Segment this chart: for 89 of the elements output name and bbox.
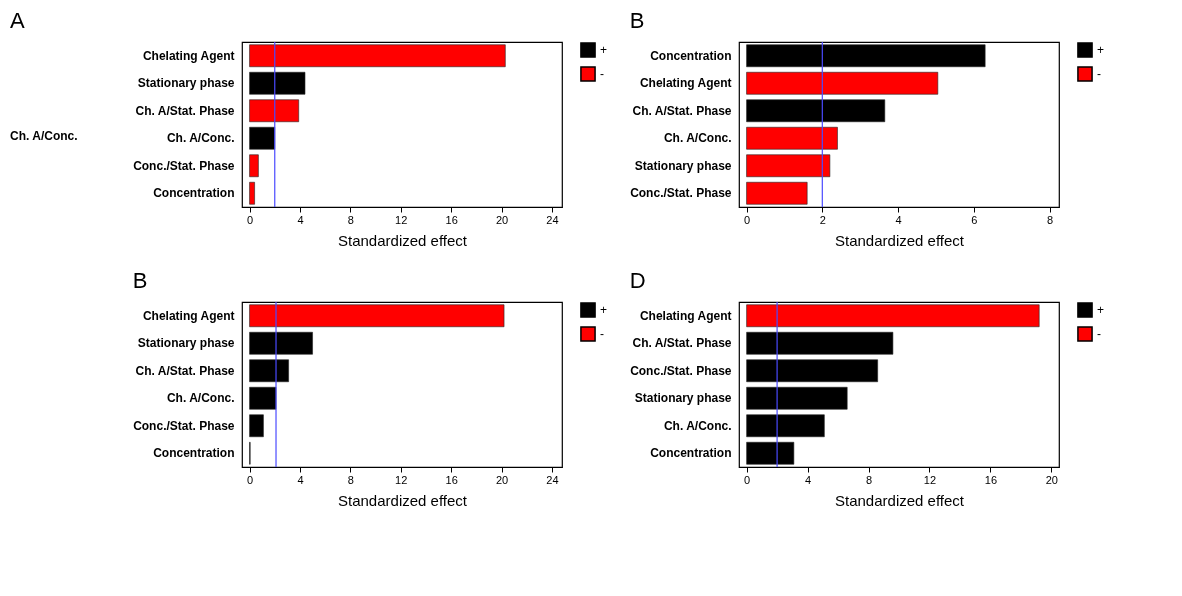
bar [746, 71, 939, 95]
x-tick-label: 6 [971, 213, 978, 226]
legend-label: - [1097, 67, 1101, 81]
y-tick-label: Concentration [650, 48, 732, 63]
bar [746, 126, 838, 150]
x-tick-label: 0 [744, 473, 751, 486]
y-tick-label: Conc./Stat. Phase [630, 363, 732, 378]
y-tick-label: Concentration [153, 446, 235, 461]
x-tick-label: 12 [395, 213, 408, 226]
y-tick-label: Stationary phase [634, 391, 732, 406]
bar [249, 304, 505, 328]
x-tick-label: 8 [865, 473, 873, 486]
y-tick-label: Conc./Stat. Phase [133, 158, 235, 173]
bar [249, 414, 264, 438]
chart-title: B [132, 268, 148, 294]
bar [746, 44, 986, 68]
y-tick-label: Concentration [153, 186, 235, 201]
y-tick-label: Ch. A/Conc. [663, 418, 732, 433]
x-tick-label: 0 [744, 213, 751, 226]
x-tick-label: 2 [819, 213, 826, 226]
x-tick-label: 8 [1046, 213, 1054, 226]
y-tick-label: Ch. A/Stat. Phase [632, 336, 732, 351]
chart-title: B [629, 8, 645, 34]
y-tick-label: Ch. A/Conc. [663, 131, 732, 146]
y-tick-label: Chelating Agent [639, 76, 732, 91]
bar [249, 331, 313, 355]
bar [746, 359, 878, 383]
y-tick-label: Ch. A/Conc. [166, 391, 235, 406]
bar [249, 181, 255, 205]
x-tick-label: 0 [247, 213, 254, 226]
x-tick-label: 20 [495, 213, 509, 226]
bar [249, 386, 277, 410]
x-tick-label: 4 [297, 473, 304, 486]
y-tick-label: Stationary phase [137, 76, 235, 91]
bar [746, 331, 894, 355]
x-tick-label: 12 [395, 473, 408, 486]
legend-label: - [600, 327, 604, 341]
x-axis-title: Standardized effect [338, 491, 468, 509]
bar [249, 44, 506, 68]
y-tick-label: Conc./Stat. Phase [630, 186, 732, 201]
text: A [10, 8, 25, 34]
bar [746, 414, 825, 438]
x-tick-label: 24 [546, 213, 559, 226]
x-tick-label: 4 [805, 473, 812, 486]
bar [746, 99, 886, 123]
bar [746, 181, 808, 205]
y-tick-label: Chelating Agent [142, 48, 235, 63]
legend-label: + [600, 303, 608, 317]
bar [249, 154, 259, 178]
text: Ch. A/Conc. [10, 129, 78, 144]
legend-label: + [600, 43, 608, 57]
x-tick-label: 20 [495, 473, 509, 486]
bar [746, 304, 1040, 328]
y-tick-label: Chelating Agent [142, 308, 235, 323]
legend-label: - [600, 67, 604, 81]
y-tick-label: Stationary phase [634, 158, 732, 173]
y-tick-label: Chelating Agent [639, 308, 732, 323]
bar [746, 441, 795, 465]
bar [746, 154, 831, 178]
x-tick-label: 4 [297, 213, 304, 226]
x-tick-label: 8 [347, 473, 354, 486]
legend-label: - [1097, 327, 1101, 341]
x-tick-label: 12 [923, 473, 937, 486]
x-tick-label: 24 [546, 473, 559, 486]
x-axis-title: Standardized effect [338, 231, 468, 249]
y-tick-label: Ch. A/Conc. [166, 131, 235, 146]
x-tick-label: 16 [984, 473, 998, 486]
chart-title: D [629, 268, 646, 294]
y-tick-label: Ch. A/Stat. Phase [632, 103, 732, 118]
legend-label: + [1097, 43, 1105, 57]
y-tick-label: Stationary phase [137, 336, 235, 351]
y-tick-label: Conc./Stat. Phase [133, 418, 235, 433]
x-tick-label: 4 [895, 213, 902, 226]
legend-label: + [1097, 303, 1105, 317]
y-tick-label: Ch. A/Stat. Phase [135, 363, 235, 378]
bar [746, 386, 848, 410]
x-axis-title: Standardized effect [835, 491, 965, 509]
bar [249, 71, 306, 95]
x-tick-label: 20 [1045, 473, 1059, 486]
y-tick-label: Concentration [650, 446, 732, 461]
y-tick-label: Ch. A/Stat. Phase [135, 103, 235, 118]
bar [249, 126, 276, 150]
x-tick-label: 16 [445, 473, 458, 486]
bar [249, 359, 289, 383]
bar [249, 99, 299, 123]
x-tick-label: 0 [247, 473, 254, 486]
x-tick-label: 8 [347, 213, 354, 226]
x-axis-title: Standardized effect [835, 231, 965, 249]
x-tick-label: 16 [445, 213, 458, 226]
